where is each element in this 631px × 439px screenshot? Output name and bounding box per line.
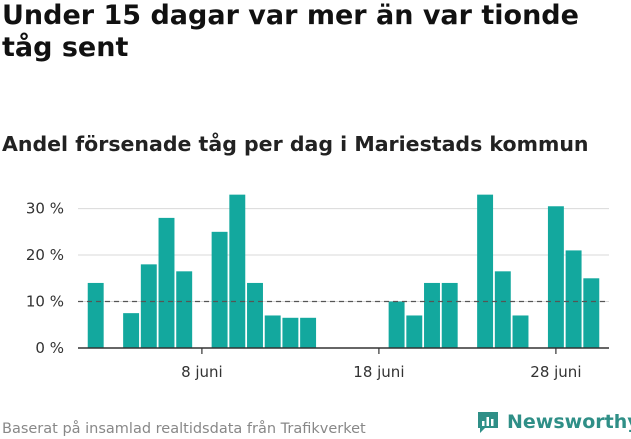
source-note: Baserat på insamlad realtidsdata från Tr… [2,421,366,437]
chart-logo-icon [478,412,498,433]
x-tick-label: 18 juni [353,363,404,381]
bar [247,282,263,348]
bar [229,194,246,348]
bar [264,315,281,348]
bar [424,282,440,348]
bar [158,217,175,348]
bar [441,282,458,348]
x-tick-label: 28 juni [530,363,581,381]
x-tick-label: 8 juni [181,363,223,381]
bar [565,250,582,348]
bar [282,317,299,348]
bar [176,271,193,348]
bar [547,206,564,348]
bar [87,282,104,348]
y-tick-label: 10 % [26,293,64,311]
newsworthy-logo: Newsworthy [476,408,631,436]
bar [477,194,494,348]
bar [300,317,317,348]
bar-chart: 0 % 10 % 20 % 30 % 8 juni 18 juni 28 juni [26,194,609,381]
y-tick-label: 30 % [26,200,64,218]
y-tick-label: 20 % [26,246,64,264]
bar [494,271,511,348]
chart-title: Under 15 dagar var mer än var tionde tåg… [2,0,579,63]
logo-text: Newsworthy [507,411,631,433]
bar [388,301,405,348]
bar [583,278,600,348]
chart-subtitle: Andel försenade tåg per dag i Mariestads… [2,132,589,156]
bar [211,231,228,348]
y-tick-label: 0 % [35,339,64,357]
bar [123,313,140,348]
bar [140,264,157,348]
bar [512,315,529,348]
bar [406,315,423,348]
